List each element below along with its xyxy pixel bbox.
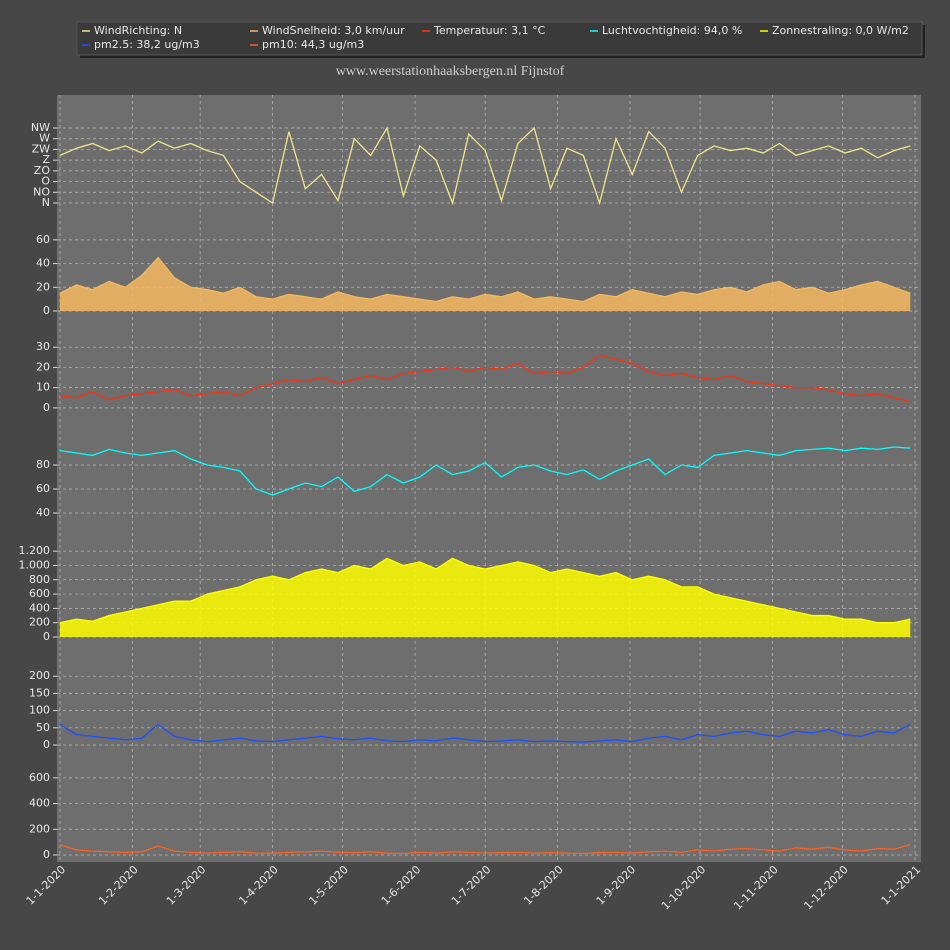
y-tick-label: 10 [36,381,50,394]
y-tick-label: W [39,132,50,145]
y-tick-label: 0 [43,630,50,643]
legend-label: WindRichting: N [94,24,182,37]
area [60,257,911,311]
y-tick-label: 60 [36,482,50,495]
series-line [59,446,911,496]
series-line [59,557,911,624]
series-line [59,126,911,206]
legend-label: pm2.5: 38,2 ug/m3 [94,38,200,51]
y-tick-label: 80 [36,458,50,471]
legend [76,21,923,56]
series-line [59,723,911,743]
legend-label: pm10: 44,3 ug/m3 [262,38,364,51]
y-tick-label: Z [42,153,50,166]
y-tick-label: 400 [29,797,50,810]
y-tick-label: 600 [29,587,50,600]
plot-area [57,95,921,862]
legend-label: Zonnestraling: 0,0 W/m2 [772,24,909,37]
y-tick-label: 40 [36,506,50,519]
y-tick-label: O [41,175,50,188]
y-tick-label: 1.000 [19,558,51,571]
y-tick-label: 800 [29,573,50,586]
y-tick-label: ZO [34,164,51,177]
y-tick-label: 0 [43,401,50,414]
y-tick-label: ZW [32,142,51,155]
y-tick-label: 40 [36,257,50,270]
y-tick-label: N [42,196,50,209]
y-tick-label: 0 [43,848,50,861]
y-tick-label: 30 [36,340,50,353]
chart-title: www.weerstationhaaksbergen.nl Fijnstof [336,64,565,79]
y-tick-label: 20 [36,360,50,373]
legend-label: Temperatuur: 3,1 °C [433,24,546,37]
y-tick-label: 0 [43,738,50,751]
y-tick-label: NW [31,121,50,134]
y-tick-label: 50 [36,721,50,734]
y-tick-label: 200 [29,616,50,629]
legend-label: WindSnelheid: 3,0 km/uur [262,24,405,37]
area [60,558,911,637]
y-tick-label: 150 [29,686,50,699]
y-tick-label: 1.200 [19,544,51,557]
y-tick-label: 200 [29,669,50,682]
y-tick-label: 0 [43,304,50,317]
y-tick-label: 600 [29,771,50,784]
y-tick-label: 400 [29,601,50,614]
y-tick-label: 100 [29,704,50,717]
legend-label: Luchtvochtigheid: 94,0 % [602,24,742,37]
y-tick-label: NO [33,185,50,198]
series-line [59,354,911,403]
series-line [59,844,911,855]
y-tick-label: 200 [29,822,50,835]
series-line [59,256,911,303]
y-tick-label: 20 [36,280,50,293]
y-tick-label: 60 [36,233,50,246]
